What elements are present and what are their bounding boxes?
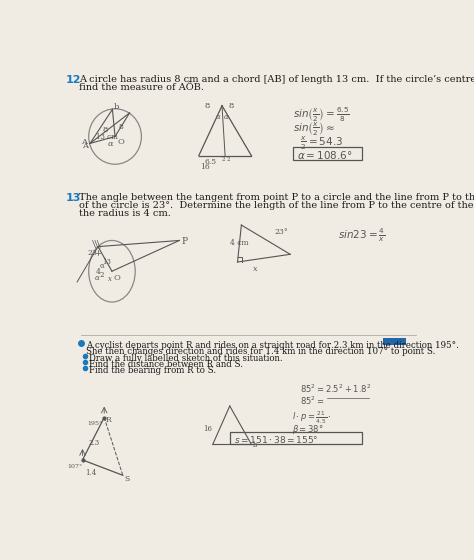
Text: The angle between the tangent from point P to a circle and the line from P to th: The angle between the tangent from point…	[80, 193, 474, 203]
Text: $85^2 = $: $85^2 = $	[300, 394, 324, 407]
Text: 12: 12	[65, 75, 81, 85]
Text: $\beta = 38°$: $\beta = 38°$	[292, 423, 323, 436]
Text: A circle has radius 8 cm and a chord [AB] of length 13 cm.  If the circle’s cent: A circle has radius 8 cm and a chord [AB…	[80, 75, 474, 84]
Text: A cyclist departs point R and rides on a straight road for 2.3 km in the directi: A cyclist departs point R and rides on a…	[86, 340, 459, 349]
Text: $\frac{x}{2} = 54.3$: $\frac{x}{2} = 54.3$	[300, 135, 343, 152]
Text: α: α	[95, 273, 100, 282]
Text: α: α	[224, 113, 228, 122]
Bar	[230, 432, 362, 445]
Text: 8: 8	[228, 102, 234, 110]
Text: α
2: α 2	[100, 262, 104, 279]
Text: She then changes direction and rides for 1.4 km in the direction 107° to point S: She then changes direction and rides for…	[86, 347, 436, 357]
Text: 6.5: 6.5	[205, 158, 217, 166]
Text: x: x	[108, 275, 112, 283]
Text: $\alpha = 108.6°$: $\alpha = 108.6°$	[297, 149, 353, 161]
Bar	[383, 338, 406, 345]
Text: R: R	[106, 416, 111, 424]
Text: 4 cm: 4 cm	[230, 239, 248, 247]
Text: b: b	[253, 441, 257, 449]
Text: 195°: 195°	[87, 421, 102, 426]
Text: 13 cm: 13 cm	[96, 133, 118, 141]
Text: P: P	[182, 237, 188, 246]
Text: O: O	[113, 273, 120, 282]
Text: $85^2 = 2.5^2 + 1.8^2$: $85^2 = 2.5^2 + 1.8^2$	[300, 383, 371, 395]
Text: 2: 2	[222, 157, 226, 162]
Text: α: α	[107, 141, 113, 148]
Text: 2.3: 2.3	[89, 439, 100, 447]
Text: Find the bearing from R to S.: Find the bearing from R to S.	[89, 366, 216, 375]
Text: the radius is 4 cm.: the radius is 4 cm.	[80, 209, 171, 218]
Text: of the circle is 23°.  Determine the length of the line from P to the centre of : of the circle is 23°. Determine the leng…	[80, 201, 474, 210]
Text: 8: 8	[119, 123, 124, 130]
Text: O: O	[118, 138, 124, 146]
Text: x: x	[253, 265, 258, 273]
Text: $s = 151 \cdot 38 = 155°$: $s = 151 \cdot 38 = 155°$	[234, 433, 318, 445]
Text: 13: 13	[102, 258, 111, 266]
Text: $\mathit{sin}\left(\frac{x}{2}\right) \approx$: $\mathit{sin}\left(\frac{x}{2}\right) \a…	[293, 121, 336, 138]
Text: S: S	[124, 475, 129, 483]
Text: Draw a fully labelled sketch of this situation.: Draw a fully labelled sketch of this sit…	[89, 354, 283, 363]
Text: $\mathit{sin}23 = \frac{4}{x}$: $\mathit{sin}23 = \frac{4}{x}$	[338, 227, 386, 244]
Text: 16: 16	[201, 164, 210, 171]
Text: 8: 8	[103, 125, 108, 134]
Text: A: A	[82, 142, 88, 150]
Text: 23°: 23°	[275, 228, 289, 236]
Text: Find the distance between R and S.: Find the distance between R and S.	[89, 360, 243, 369]
Text: find the measure of AÔB.: find the measure of AÔB.	[80, 82, 204, 92]
Text: $l \cdot p = \frac{21}{4.5} \cdot$: $l \cdot p = \frac{21}{4.5} \cdot$	[292, 410, 331, 426]
Text: b: b	[114, 103, 119, 111]
Text: 2: 2	[227, 157, 230, 162]
Text: 8: 8	[205, 102, 210, 110]
Text: $\mathit{sin}\left(\frac{x}{2}\right) = \frac{6.5}{8}$: $\mathit{sin}\left(\frac{x}{2}\right) = …	[293, 106, 350, 124]
Text: α: α	[216, 113, 220, 122]
Bar	[293, 147, 362, 160]
Text: 4: 4	[96, 268, 100, 276]
Text: 16: 16	[203, 425, 212, 433]
Text: 23: 23	[87, 249, 97, 257]
Text: 13: 13	[65, 193, 81, 203]
Text: 107°: 107°	[67, 464, 82, 469]
Text: A: A	[81, 138, 87, 146]
Text: 1.4: 1.4	[85, 469, 96, 477]
